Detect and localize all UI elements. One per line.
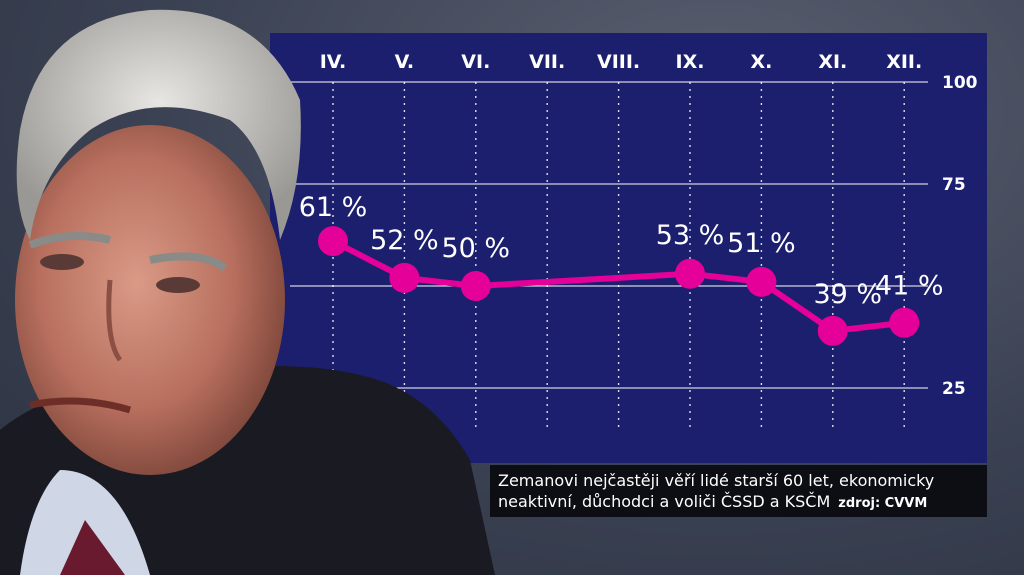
- x-tick-label: VI.: [461, 51, 490, 73]
- data-label: 61 %: [299, 192, 368, 223]
- x-tick-label: V.: [395, 51, 414, 73]
- x-tick-label: VII.: [529, 51, 565, 73]
- data-point: [675, 258, 705, 289]
- data-point: [389, 262, 420, 293]
- data-label: 39 %: [813, 279, 882, 310]
- y-axis: 100 75 25: [942, 73, 978, 399]
- caption-line-1: Zemanovi nejčastěji věří lidé starší 60 …: [498, 471, 935, 490]
- x-tick-label: IV.: [320, 51, 347, 73]
- y-tick-label: 25: [942, 379, 966, 399]
- data-point: [318, 226, 348, 257]
- data-label: 52 %: [370, 225, 439, 256]
- data-labels: 61 %52 % 50 % 53 % 51 % 39 %41 %: [299, 192, 944, 310]
- data-label: 41 %: [875, 271, 944, 302]
- caption-line-2: neaktivní, důchodci a voliči ČSSD a KSČM: [498, 492, 831, 511]
- y-tick-label: 75: [942, 175, 966, 195]
- x-tick-label: X.: [750, 51, 772, 73]
- source-label: zdroj: CVVM: [838, 496, 928, 511]
- portrait: [0, 9, 495, 575]
- caption-box: Zemanovi nejčastěji věří lidé starší 60 …: [490, 465, 987, 517]
- grid: [290, 81, 928, 430]
- x-tick-label: XI.: [818, 51, 847, 73]
- data-point: [460, 271, 491, 301]
- x-tick-label: XII.: [886, 51, 922, 73]
- x-tick-label: VIII.: [597, 51, 640, 73]
- x-axis: IV. V. VI. VII. VIII. IX. X. XI. XII.: [320, 51, 922, 73]
- y-tick-label: 100: [942, 73, 978, 93]
- data-label: 53 %: [656, 220, 725, 251]
- data-points: [318, 226, 920, 346]
- data-point: [746, 266, 777, 297]
- x-tick-label: IX.: [676, 51, 705, 73]
- data-point: [817, 315, 848, 346]
- data-point: [889, 307, 920, 338]
- data-label: 51 %: [727, 228, 796, 259]
- data-label: 50 %: [441, 233, 510, 264]
